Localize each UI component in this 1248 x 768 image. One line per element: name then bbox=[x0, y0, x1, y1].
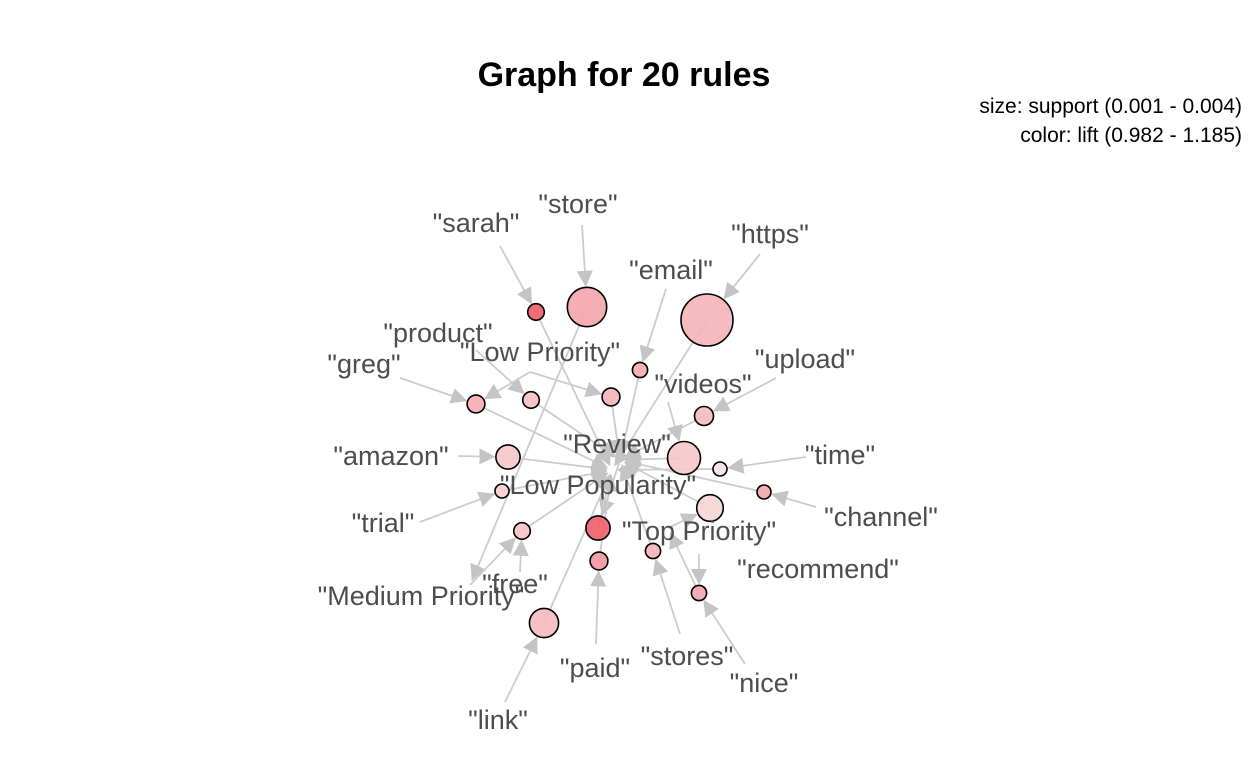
item-label-product: "product" bbox=[383, 318, 492, 348]
rule-node-r14 bbox=[695, 493, 725, 523]
edge-paid-to-r17 bbox=[589, 570, 607, 645]
edge-r10-to-low_popularity bbox=[507, 456, 608, 476]
item-label-nice: "nice" bbox=[730, 668, 799, 698]
edge-videos-to-r9 bbox=[667, 401, 683, 442]
rule-node-r6 bbox=[601, 387, 621, 407]
edge-product-to-r5 bbox=[475, 349, 525, 395]
edge-time-to-r11 bbox=[727, 456, 807, 474]
edge-r1-to-low_popularity bbox=[535, 311, 611, 467]
edge-r14-to-review bbox=[623, 462, 711, 509]
edge-low_priority-to-r7 bbox=[483, 371, 531, 400]
item-label-review: "Review" bbox=[563, 429, 671, 459]
edge-trial-to-r13 bbox=[419, 491, 496, 523]
rule-node-r18 bbox=[644, 542, 662, 560]
edge-upload-to-r8 bbox=[712, 377, 777, 412]
edge-amazon-to-r10 bbox=[457, 448, 496, 465]
item-label-https: "https" bbox=[731, 219, 809, 249]
rule-node-r20 bbox=[528, 607, 560, 639]
item-label-low-priority: "Low Priority" bbox=[460, 337, 620, 367]
rule-node-r15 bbox=[512, 521, 532, 541]
rule-node-r7 bbox=[466, 394, 486, 414]
rule-node-r16 bbox=[585, 515, 611, 541]
rule-node-r2 bbox=[566, 286, 608, 328]
rule-node-r8 bbox=[693, 405, 715, 427]
edge-r2-to-medium_priority bbox=[470, 306, 588, 581]
item-label-time: "time" bbox=[805, 440, 875, 470]
edge-nice-to-r19 bbox=[703, 599, 746, 665]
item-label-trial: "trial" bbox=[352, 508, 415, 538]
item-label-stores: "stores" bbox=[641, 641, 734, 671]
edge-free-to-r15 bbox=[512, 539, 529, 573]
edge-greg-to-r7 bbox=[399, 377, 468, 404]
item-label-videos: "videos" bbox=[654, 369, 751, 399]
rule-node-r19 bbox=[690, 584, 708, 602]
item-label-channel: "channel" bbox=[824, 502, 938, 532]
edge-top_priority-to-r14 bbox=[667, 513, 698, 529]
edges-layer bbox=[399, 224, 817, 703]
item-label-upload: "upload" bbox=[755, 344, 855, 374]
item-label-store: "store" bbox=[538, 189, 617, 219]
edge-stores-to-r18 bbox=[652, 558, 681, 635]
chart-title: Graph for 20 rules bbox=[477, 56, 771, 94]
edge-email-to-r4 bbox=[639, 288, 667, 363]
edge-r15-to-low_popularity bbox=[521, 472, 609, 532]
item-label-top-priority: "Top Priority" bbox=[622, 516, 776, 546]
edge-r13-to-low_popularity bbox=[501, 465, 608, 492]
edge-r5-to-review bbox=[530, 399, 617, 458]
item-label-greg: "greg" bbox=[327, 349, 400, 379]
item-label-low-popularity: "Low Popularity" bbox=[500, 470, 696, 500]
rule-node-r4 bbox=[631, 361, 649, 379]
edge-r7-to-low_popularity bbox=[475, 403, 609, 469]
rule-node-r10 bbox=[495, 444, 521, 470]
rule-node-r17 bbox=[589, 551, 609, 571]
edge-https-to-r3 bbox=[723, 253, 761, 300]
rule-node-r1 bbox=[526, 302, 546, 322]
legend-color: color: lift (0.982 - 1.185) bbox=[1020, 124, 1242, 147]
item-labels-layer: "sarah""store""https""email""product""Lo… bbox=[318, 189, 938, 735]
edge-sarah-to-r1 bbox=[499, 245, 532, 305]
rule-node-r5 bbox=[521, 390, 541, 410]
item-label-recommend: "recommend" bbox=[737, 554, 899, 584]
edge-r18-to-review bbox=[619, 464, 654, 552]
rule-node-r13 bbox=[494, 483, 510, 499]
rule-nodes-layer bbox=[466, 286, 772, 639]
edge-medium_priority-to-r15 bbox=[469, 537, 517, 586]
item-label-sarah: "sarah" bbox=[433, 208, 520, 238]
edge-r12-to-review bbox=[624, 456, 765, 493]
rule-node-r11 bbox=[712, 461, 728, 477]
edge-low_priority-to-r6 bbox=[529, 371, 603, 398]
rule-node-r9 bbox=[666, 440, 702, 476]
edge-store-to-r2 bbox=[576, 224, 593, 287]
item-label-link: "link" bbox=[468, 705, 528, 735]
rule-node-r3 bbox=[680, 293, 734, 347]
legend-size: size: support (0.001 - 0.004) bbox=[979, 95, 1242, 118]
item-label-email: "email" bbox=[629, 255, 713, 285]
edge-r19-to-top_priority bbox=[669, 531, 700, 594]
edge-r20-to-low_popularity bbox=[543, 474, 612, 624]
item-label-paid: "paid" bbox=[560, 653, 630, 683]
item-label-amazon: "amazon" bbox=[333, 441, 448, 471]
edge-r8-to-review bbox=[623, 415, 705, 459]
rule-node-r12 bbox=[756, 484, 772, 500]
edge-link-to-r20 bbox=[504, 636, 538, 703]
item-label-free: "free" bbox=[482, 569, 548, 599]
item-label-medium-priority: "Medium Priority" bbox=[318, 581, 525, 611]
edge-channel-to-r12 bbox=[771, 490, 817, 508]
